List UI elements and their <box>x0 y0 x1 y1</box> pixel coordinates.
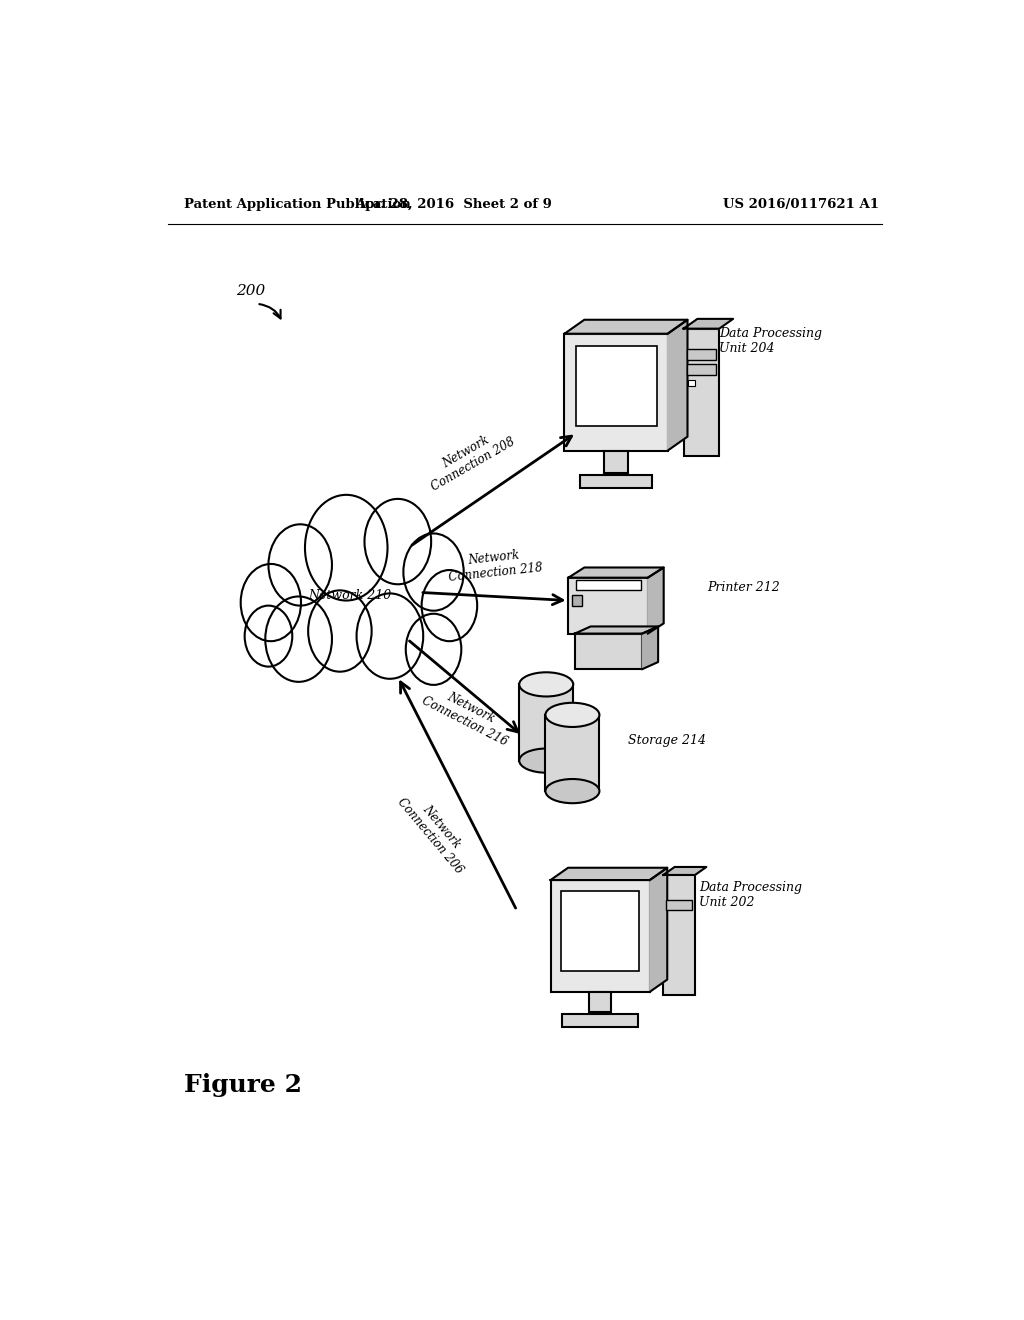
Text: Network 210: Network 210 <box>308 589 392 602</box>
Circle shape <box>308 590 372 672</box>
Circle shape <box>268 524 332 606</box>
Ellipse shape <box>546 702 599 727</box>
Bar <box>564 334 668 450</box>
Circle shape <box>356 594 423 678</box>
Polygon shape <box>664 867 707 875</box>
Bar <box>688 380 694 385</box>
Ellipse shape <box>546 779 599 803</box>
Ellipse shape <box>519 672 573 697</box>
Bar <box>684 329 719 455</box>
Bar <box>575 346 656 426</box>
Bar <box>572 595 582 606</box>
Bar <box>574 634 642 669</box>
Bar <box>519 684 573 760</box>
Bar <box>562 1014 638 1027</box>
Text: Data Processing
Unit 202: Data Processing Unit 202 <box>699 882 803 909</box>
Bar <box>561 891 639 970</box>
Bar <box>664 875 695 995</box>
Bar <box>577 579 641 590</box>
Ellipse shape <box>519 748 573 772</box>
Polygon shape <box>574 627 658 634</box>
Circle shape <box>241 564 301 642</box>
Polygon shape <box>668 319 687 450</box>
Text: Figure 2: Figure 2 <box>183 1073 301 1097</box>
Text: Data Processing
Unit 204: Data Processing Unit 204 <box>719 327 822 355</box>
Bar <box>581 475 651 488</box>
Circle shape <box>403 533 464 611</box>
Bar <box>589 991 611 1012</box>
Text: Storage 214: Storage 214 <box>628 734 706 747</box>
Polygon shape <box>642 627 658 669</box>
Circle shape <box>365 499 431 585</box>
Polygon shape <box>551 867 668 880</box>
Text: US 2016/0117621 A1: US 2016/0117621 A1 <box>723 198 880 211</box>
Bar <box>687 348 716 360</box>
Text: Network
Connection 208: Network Connection 208 <box>421 422 517 494</box>
Text: Printer 212: Printer 212 <box>708 581 780 594</box>
FancyArrowPatch shape <box>259 304 281 318</box>
Circle shape <box>265 597 332 682</box>
Polygon shape <box>650 867 668 991</box>
Circle shape <box>422 570 477 642</box>
Circle shape <box>245 606 292 667</box>
Polygon shape <box>564 319 687 334</box>
Bar <box>687 364 716 375</box>
Polygon shape <box>568 568 664 578</box>
Text: Patent Application Publication: Patent Application Publication <box>183 198 411 211</box>
Polygon shape <box>648 568 664 634</box>
Bar <box>568 578 648 634</box>
Circle shape <box>305 495 387 601</box>
Bar <box>667 900 692 909</box>
Text: 200: 200 <box>237 284 265 297</box>
Text: Network
Connection 206: Network Connection 206 <box>395 787 477 876</box>
Text: Network
Connection 218: Network Connection 218 <box>446 546 543 583</box>
Circle shape <box>406 614 461 685</box>
Bar <box>604 450 628 473</box>
Bar <box>551 880 650 991</box>
Text: Network
Connection 216: Network Connection 216 <box>419 680 516 748</box>
Bar <box>546 715 599 791</box>
Text: Apr. 28, 2016  Sheet 2 of 9: Apr. 28, 2016 Sheet 2 of 9 <box>355 198 552 211</box>
Polygon shape <box>684 319 733 329</box>
